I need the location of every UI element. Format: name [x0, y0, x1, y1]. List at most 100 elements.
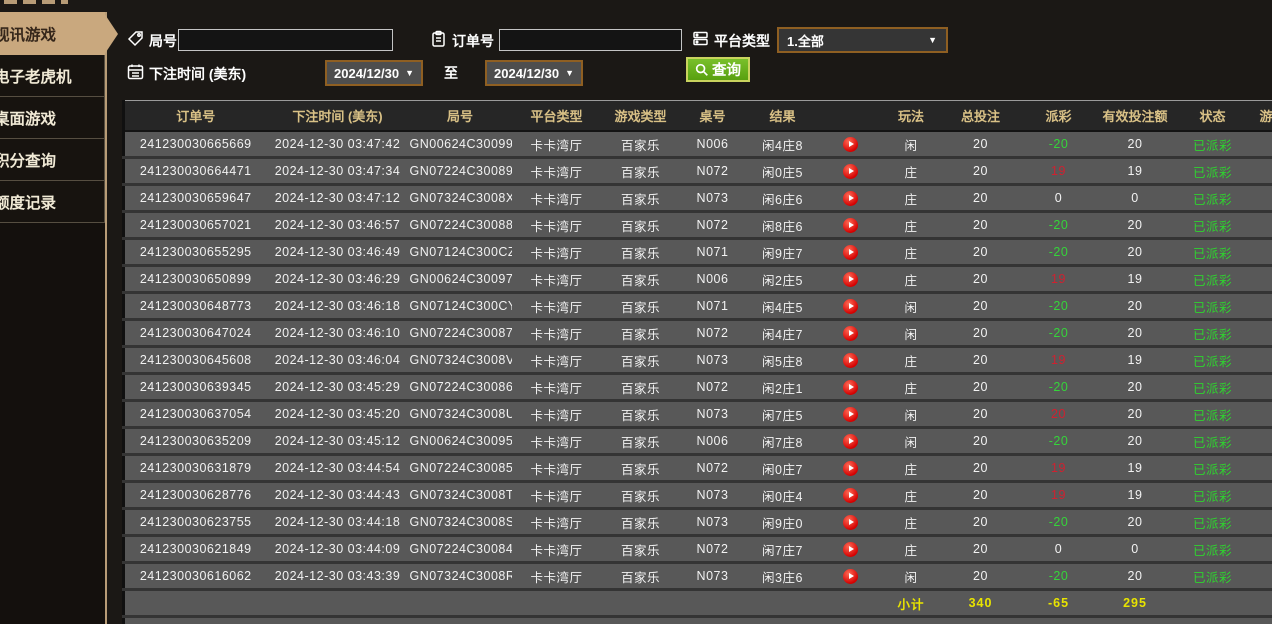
cell-play	[819, 427, 882, 456]
cell-table-no: N072	[679, 454, 746, 483]
cell-payout: -20	[1020, 211, 1097, 240]
cell-status: 已派彩	[1173, 157, 1252, 186]
chevron-down-icon: ▼	[928, 35, 937, 45]
summary-empty-cell	[679, 616, 746, 624]
chevron-down-icon: ▼	[565, 68, 574, 78]
cell-status: 已派彩	[1173, 427, 1252, 456]
cell-play	[819, 131, 882, 159]
order-input[interactable]	[499, 29, 682, 51]
play-icon[interactable]	[843, 433, 858, 449]
table-row: 241230030648773 2024-12-30 03:46:18 GN0712…	[123, 292, 1272, 321]
cell-status: 已派彩	[1173, 238, 1252, 267]
cell-payout: -20	[1020, 427, 1097, 456]
table-row: 241230030635209 2024-12-30 03:45:12 GN0062…	[123, 427, 1272, 456]
cell-table-no: N073	[679, 481, 746, 510]
play-icon[interactable]	[843, 217, 858, 233]
sidebar-item-0[interactable]: 视讯游戏	[0, 12, 105, 55]
play-icon[interactable]	[843, 298, 858, 314]
play-icon[interactable]	[843, 271, 858, 287]
search-icon	[695, 63, 708, 76]
play-icon[interactable]	[843, 190, 858, 206]
col-header-2: 局号	[408, 100, 512, 132]
play-icon[interactable]	[843, 541, 858, 557]
play-icon[interactable]	[843, 406, 858, 422]
cell-status: 已派彩	[1173, 211, 1252, 240]
cell-bet-time: 2024-12-30 03:46:10	[266, 319, 409, 348]
cell-round-no: GN07324C3008R	[408, 562, 512, 591]
summary-empty-cell	[601, 616, 680, 624]
cell-order-no: 241230030645608	[123, 346, 267, 375]
date-to-select[interactable]: 2024/12/30 ▼	[485, 60, 583, 86]
cell-game-type: 百家乐	[601, 131, 680, 159]
cell-round-no: GN07324C3008S	[408, 508, 512, 537]
sidebar-items: 视讯游戏 电子老虎机 桌面游戏 积分查询 额度记录	[0, 12, 105, 223]
cell-total-bet: 20	[940, 481, 1021, 510]
sidebar-item-2[interactable]: 桌面游戏	[0, 96, 105, 139]
query-button[interactable]: 查询	[686, 57, 750, 82]
play-icon[interactable]	[843, 379, 858, 395]
summary-empty-cell	[1173, 616, 1252, 624]
cell-game-type: 百家乐	[601, 400, 680, 429]
cell-play	[819, 481, 882, 510]
cell-round-no: GN07224C30084	[408, 535, 512, 564]
sidebar-item-3[interactable]: 积分查询	[0, 138, 105, 181]
cell-game-round	[1251, 562, 1272, 591]
summary-payout: -65	[1020, 589, 1097, 618]
play-icon[interactable]	[843, 136, 858, 152]
query-button-label: 查询	[712, 63, 741, 79]
cell-game-round	[1251, 265, 1272, 294]
cell-total-bet: 20	[940, 184, 1021, 213]
cell-play	[819, 454, 882, 483]
cell-round-no: GN00624C30099	[408, 131, 512, 159]
cell-result: 闲7庄5	[745, 400, 820, 429]
sidebar-item-4[interactable]: 额度记录	[0, 180, 105, 223]
cell-bet-time: 2024-12-30 03:46:18	[266, 292, 409, 321]
cell-result: 闲0庄4	[745, 481, 820, 510]
cell-result: 闲4庄8	[745, 131, 820, 159]
summary-empty-cell	[601, 589, 680, 618]
cell-valid-bet: 20	[1096, 131, 1174, 159]
cell-order-no: 241230030628776	[123, 481, 267, 510]
platform-select[interactable]: 1.全部 ▼	[777, 27, 948, 53]
play-icon[interactable]	[843, 568, 858, 584]
chevron-down-icon: ▼	[405, 68, 414, 78]
play-icon[interactable]	[843, 514, 858, 530]
play-icon[interactable]	[843, 460, 858, 476]
date-from-select[interactable]: 2024/12/30 ▼	[325, 60, 423, 86]
order-label: 订单号	[452, 33, 494, 49]
cell-result: 闲0庄5	[745, 157, 820, 186]
cell-game-round	[1251, 346, 1272, 375]
summary-empty-cell	[679, 589, 746, 618]
cell-play	[819, 535, 882, 564]
cell-play	[819, 157, 882, 186]
cell-total-bet: 20	[940, 427, 1021, 456]
round-input[interactable]	[178, 29, 393, 51]
table-row: 241230030655295 2024-12-30 03:46:49 GN0712…	[123, 238, 1272, 267]
play-icon[interactable]	[843, 244, 858, 260]
cell-round-no: GN07224C30087	[408, 319, 512, 348]
play-icon[interactable]	[843, 487, 858, 503]
cell-status: 已派彩	[1173, 373, 1252, 402]
table-row: 241230030665669 2024-12-30 03:47:42 GN0062…	[123, 131, 1272, 159]
table-row: 241230030664471 2024-12-30 03:47:34 GN0722…	[123, 157, 1272, 186]
play-icon[interactable]	[843, 352, 858, 368]
sidebar-item-1[interactable]: 电子老虎机	[0, 54, 105, 97]
cell-status: 已派彩	[1173, 508, 1252, 537]
cell-bet-time: 2024-12-30 03:45:12	[266, 427, 409, 456]
cell-valid-bet: 0	[1096, 535, 1174, 564]
cell-payout: -20	[1020, 319, 1097, 348]
cell-game-type: 百家乐	[601, 157, 680, 186]
cell-total-bet: 20	[940, 373, 1021, 402]
cell-round-no: GN07224C30085	[408, 454, 512, 483]
col-header-7	[819, 100, 882, 132]
cell-valid-bet: 0	[1096, 184, 1174, 213]
cell-bet-type: 庄	[881, 535, 941, 564]
cell-game-type: 百家乐	[601, 319, 680, 348]
play-icon[interactable]	[843, 163, 858, 179]
cell-round-no: GN07324C3008U	[408, 400, 512, 429]
cell-bet-type: 庄	[881, 481, 941, 510]
cell-payout: -20	[1020, 508, 1097, 537]
play-icon[interactable]	[843, 325, 858, 341]
cell-table-no: N006	[679, 131, 746, 159]
table-row: 241230030628776 2024-12-30 03:44:43 GN0732…	[123, 481, 1272, 510]
